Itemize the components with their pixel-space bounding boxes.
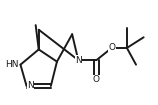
Text: N: N [27, 81, 34, 90]
Text: O: O [93, 75, 100, 84]
Text: N: N [75, 56, 82, 65]
Text: O: O [108, 43, 115, 52]
Text: HN: HN [5, 60, 19, 69]
